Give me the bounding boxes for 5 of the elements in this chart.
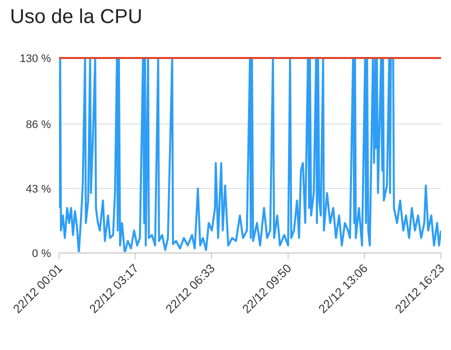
chart-title: Uso de la CPU [10,6,142,29]
y-tick-label: 43 % [26,183,52,196]
y-tick-label: 86 % [26,118,52,131]
y-tick-label: 0 % [32,248,52,260]
y-tick-label: 130 % [20,52,52,65]
